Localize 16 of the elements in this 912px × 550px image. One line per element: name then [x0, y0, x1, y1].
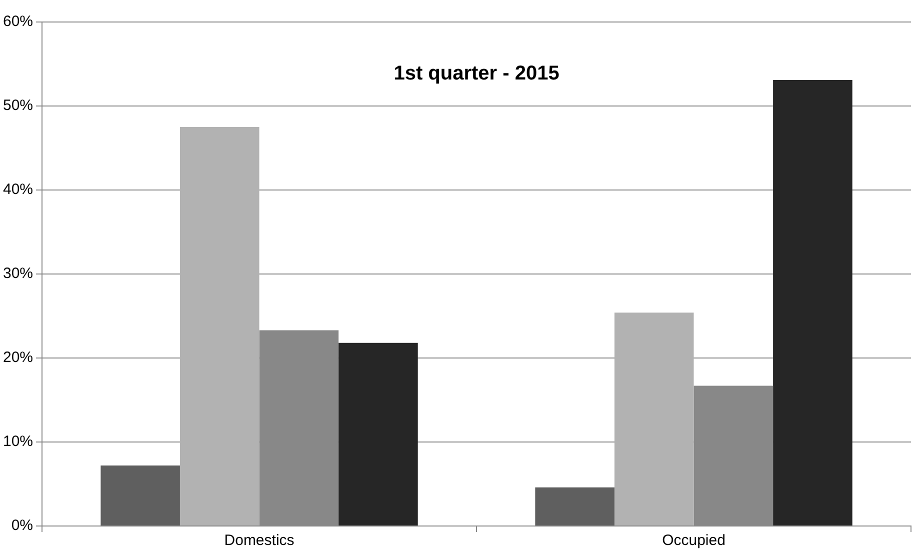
bar [773, 80, 852, 526]
bar [100, 466, 180, 526]
x-tick-label: Domestics [224, 532, 294, 550]
x-tick-label: Occupied [662, 532, 726, 550]
text: 1st quarter - 2015 [394, 62, 560, 85]
y-tick-label: 30% [2, 265, 34, 282]
bar [535, 487, 614, 526]
y-tick-label: 0% [11, 517, 34, 534]
bar [338, 342, 418, 526]
y-tick-label: 40% [2, 181, 34, 198]
y-tick-label: 60% [2, 13, 34, 30]
bar [614, 312, 694, 526]
y-tick-label: 50% [2, 97, 34, 114]
bar [180, 127, 260, 526]
y-tick-label: 20% [2, 349, 34, 366]
y-tick-label: 10% [2, 433, 34, 450]
